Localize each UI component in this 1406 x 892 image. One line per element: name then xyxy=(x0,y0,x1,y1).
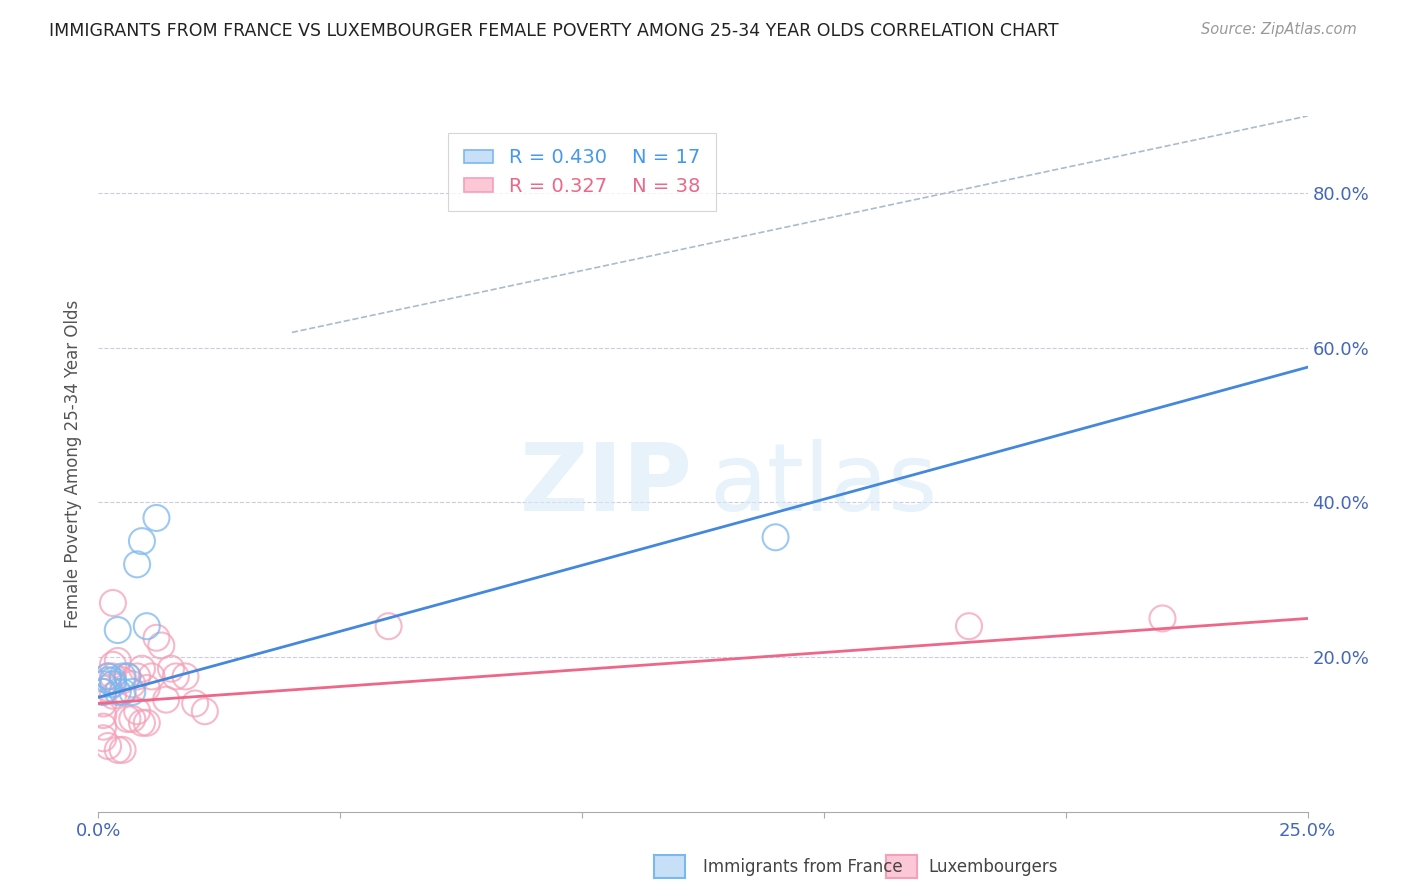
Point xyxy=(131,715,153,730)
Point xyxy=(155,692,177,706)
Point xyxy=(91,731,114,746)
Legend: R = 0.430    N = 17, R = 0.327    N = 38: R = 0.430 N = 17, R = 0.327 N = 38 xyxy=(449,133,716,211)
Point xyxy=(107,623,129,637)
Y-axis label: Female Poverty Among 25-34 Year Olds: Female Poverty Among 25-34 Year Olds xyxy=(65,300,83,628)
Point xyxy=(160,662,183,676)
Point xyxy=(91,677,114,691)
Point xyxy=(127,704,149,718)
Point xyxy=(194,704,217,718)
Point xyxy=(165,669,187,683)
Point xyxy=(121,712,143,726)
Point xyxy=(135,619,157,633)
Point xyxy=(145,511,167,525)
Point xyxy=(97,681,120,695)
Text: atlas: atlas xyxy=(710,439,938,531)
Point xyxy=(91,720,114,734)
Point xyxy=(101,669,124,683)
Point xyxy=(107,654,129,668)
Point xyxy=(97,739,120,753)
Point xyxy=(117,669,139,683)
Point xyxy=(111,743,134,757)
Text: Luxembourgers: Luxembourgers xyxy=(928,858,1057,876)
Point xyxy=(111,673,134,688)
Point xyxy=(131,534,153,549)
Point xyxy=(150,639,173,653)
Point xyxy=(101,689,124,703)
Point xyxy=(91,685,114,699)
Point xyxy=(91,708,114,723)
Point xyxy=(135,715,157,730)
Text: ZIP: ZIP xyxy=(520,439,693,531)
Point xyxy=(101,657,124,672)
Point xyxy=(127,558,149,572)
Point xyxy=(111,669,134,683)
Point xyxy=(101,673,124,688)
Point xyxy=(121,677,143,691)
Point xyxy=(127,669,149,683)
Point xyxy=(145,631,167,645)
Point xyxy=(174,669,197,683)
Point xyxy=(957,619,980,633)
Point xyxy=(91,685,114,699)
Point xyxy=(97,669,120,683)
Point xyxy=(117,669,139,683)
Point xyxy=(121,685,143,699)
Point xyxy=(97,669,120,683)
Point xyxy=(131,662,153,676)
Point xyxy=(141,669,163,683)
Point xyxy=(97,673,120,688)
Point xyxy=(765,530,787,544)
Text: Immigrants from France: Immigrants from France xyxy=(703,858,903,876)
Point xyxy=(135,681,157,695)
Point xyxy=(117,712,139,726)
Point xyxy=(107,685,129,699)
Point xyxy=(184,697,207,711)
Point xyxy=(111,685,134,699)
Text: Source: ZipAtlas.com: Source: ZipAtlas.com xyxy=(1201,22,1357,37)
Text: IMMIGRANTS FROM FRANCE VS LUXEMBOURGER FEMALE POVERTY AMONG 25-34 YEAR OLDS CORR: IMMIGRANTS FROM FRANCE VS LUXEMBOURGER F… xyxy=(49,22,1059,40)
Point xyxy=(91,697,114,711)
Point xyxy=(101,596,124,610)
Point xyxy=(377,619,399,633)
Point xyxy=(1152,611,1174,625)
Point xyxy=(101,677,124,691)
Point xyxy=(107,743,129,757)
